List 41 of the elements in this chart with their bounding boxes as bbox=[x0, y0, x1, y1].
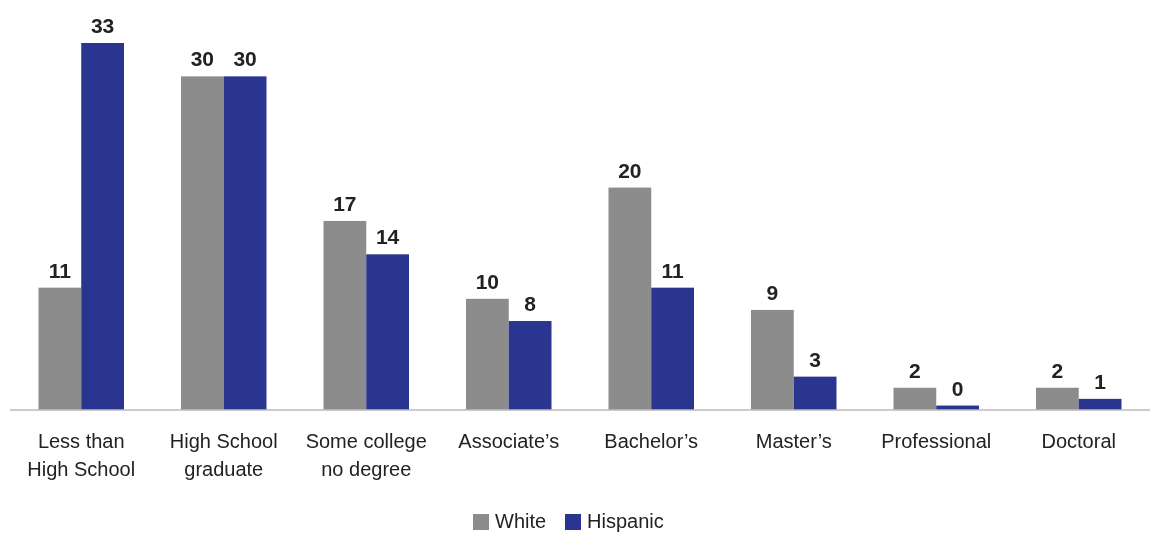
data-label: 11 bbox=[661, 258, 685, 282]
legend-label: Hispanic bbox=[587, 510, 664, 532]
x-tick-label: Some college no degree bbox=[305, 430, 427, 480]
bar bbox=[366, 254, 409, 410]
x-tick-label: Less than High School bbox=[27, 430, 136, 480]
bar bbox=[81, 43, 124, 410]
x-tick-label: High School graduate bbox=[169, 430, 278, 480]
data-label: 20 bbox=[618, 158, 642, 182]
bar bbox=[751, 309, 794, 410]
bar bbox=[223, 76, 267, 410]
x-tick-label: Associate’s bbox=[458, 430, 560, 452]
bar bbox=[608, 187, 652, 410]
data-label: 30 bbox=[190, 47, 215, 71]
data-label: 9 bbox=[766, 280, 779, 304]
bar bbox=[181, 76, 224, 410]
bar bbox=[893, 387, 937, 410]
data-label: 14 bbox=[375, 225, 400, 249]
x-tick-label: Master’s bbox=[755, 430, 832, 452]
x-tick-label: Professional bbox=[881, 430, 992, 452]
x-tick-label: Bachelor’s bbox=[604, 430, 699, 452]
bar bbox=[508, 321, 552, 410]
data-label: 30 bbox=[233, 47, 257, 71]
data-label: 33 bbox=[90, 14, 115, 37]
data-label: 10 bbox=[475, 269, 500, 293]
data-label: 1 bbox=[1094, 369, 1107, 393]
data-label: 2 bbox=[1051, 358, 1064, 382]
bar bbox=[1036, 387, 1079, 410]
bar bbox=[466, 298, 509, 410]
bar bbox=[38, 287, 82, 410]
legend-label: White bbox=[495, 510, 547, 532]
data-label: 8 bbox=[524, 292, 537, 316]
data-label: 17 bbox=[333, 191, 357, 215]
data-label: 0 bbox=[951, 376, 964, 400]
x-tick-label: Doctoral bbox=[1041, 430, 1116, 452]
bar bbox=[651, 287, 694, 410]
data-label: 3 bbox=[809, 347, 821, 371]
data-label: 11 bbox=[48, 258, 72, 282]
bar bbox=[1078, 398, 1122, 410]
bar bbox=[323, 220, 367, 410]
data-label: 2 bbox=[909, 358, 921, 382]
bar bbox=[793, 376, 837, 410]
